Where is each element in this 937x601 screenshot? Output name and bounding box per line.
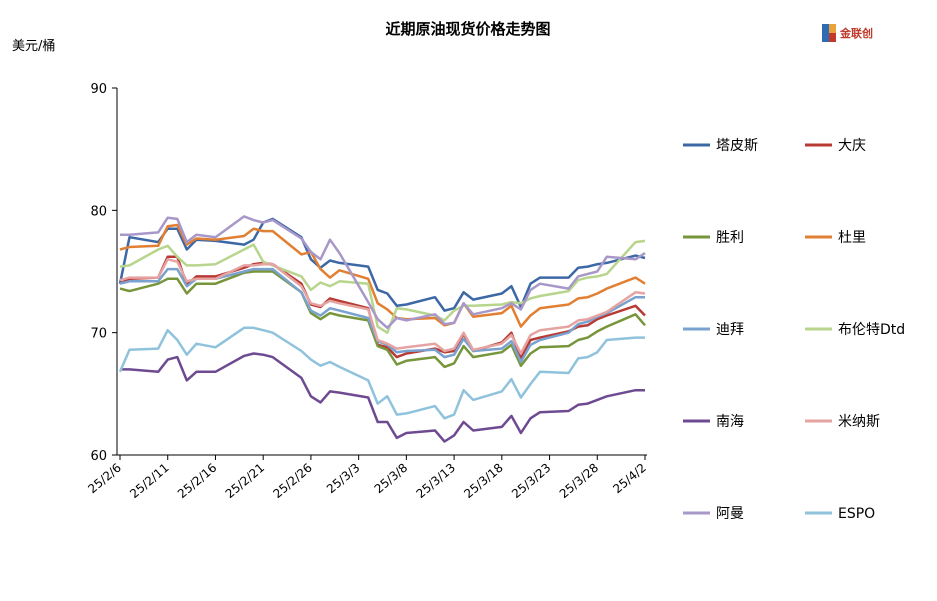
x-tick-label: 25/2/11 <box>127 461 171 501</box>
series-line <box>119 223 646 328</box>
y-tick-label: 80 <box>90 204 107 219</box>
x-tick-label: 25/2/6 <box>85 461 124 497</box>
x-tick-label: 25/3/23 <box>509 461 553 501</box>
series-line <box>119 258 646 355</box>
series-line <box>120 352 645 443</box>
legend-label: ESPO <box>838 506 875 522</box>
legend-label: 阿曼 <box>716 506 744 522</box>
logo-mark-icon <box>822 24 836 42</box>
series-line <box>120 215 646 330</box>
x-tick-label: 25/3/28 <box>557 461 601 501</box>
brand-logo: 金联创 <box>822 24 873 42</box>
chart-title: 近期原油现货价格走势图 <box>385 20 550 38</box>
series-line <box>119 239 646 334</box>
x-tick-label: 25/2/16 <box>175 461 219 501</box>
y-tick-label: 70 <box>90 327 107 342</box>
series-line <box>119 255 646 360</box>
legend-label: 迪拜 <box>716 322 744 338</box>
x-tick-label: 25/3/8 <box>372 461 411 497</box>
x-tick-label: 25/4/2 <box>610 461 649 497</box>
series-line <box>119 270 646 369</box>
series-line <box>118 326 645 420</box>
legend-label: 大庆 <box>838 138 866 154</box>
plot-area <box>118 215 646 443</box>
legend-label: 南海 <box>716 414 744 430</box>
legend-label: 米纳斯 <box>838 414 880 430</box>
y-tick-label: 60 <box>90 449 107 464</box>
x-tick-label: 25/3/3 <box>324 461 363 497</box>
x-tick-label: 25/3/13 <box>414 461 458 501</box>
y-tick-label: 90 <box>90 82 107 97</box>
x-tick-label: 25/2/21 <box>223 461 267 501</box>
x-tick-label: 25/3/18 <box>461 461 505 501</box>
y-axis-unit-label: 美元/桶 <box>12 39 55 54</box>
legend-label: 塔皮斯 <box>716 138 758 154</box>
legend-label: 杜里 <box>838 230 866 246</box>
logo-text: 金联创 <box>839 26 873 40</box>
legend-label: 胜利 <box>716 230 744 246</box>
x-tick-label: 25/2/26 <box>270 461 314 501</box>
legend-label: 布伦特Dtd <box>838 322 905 338</box>
